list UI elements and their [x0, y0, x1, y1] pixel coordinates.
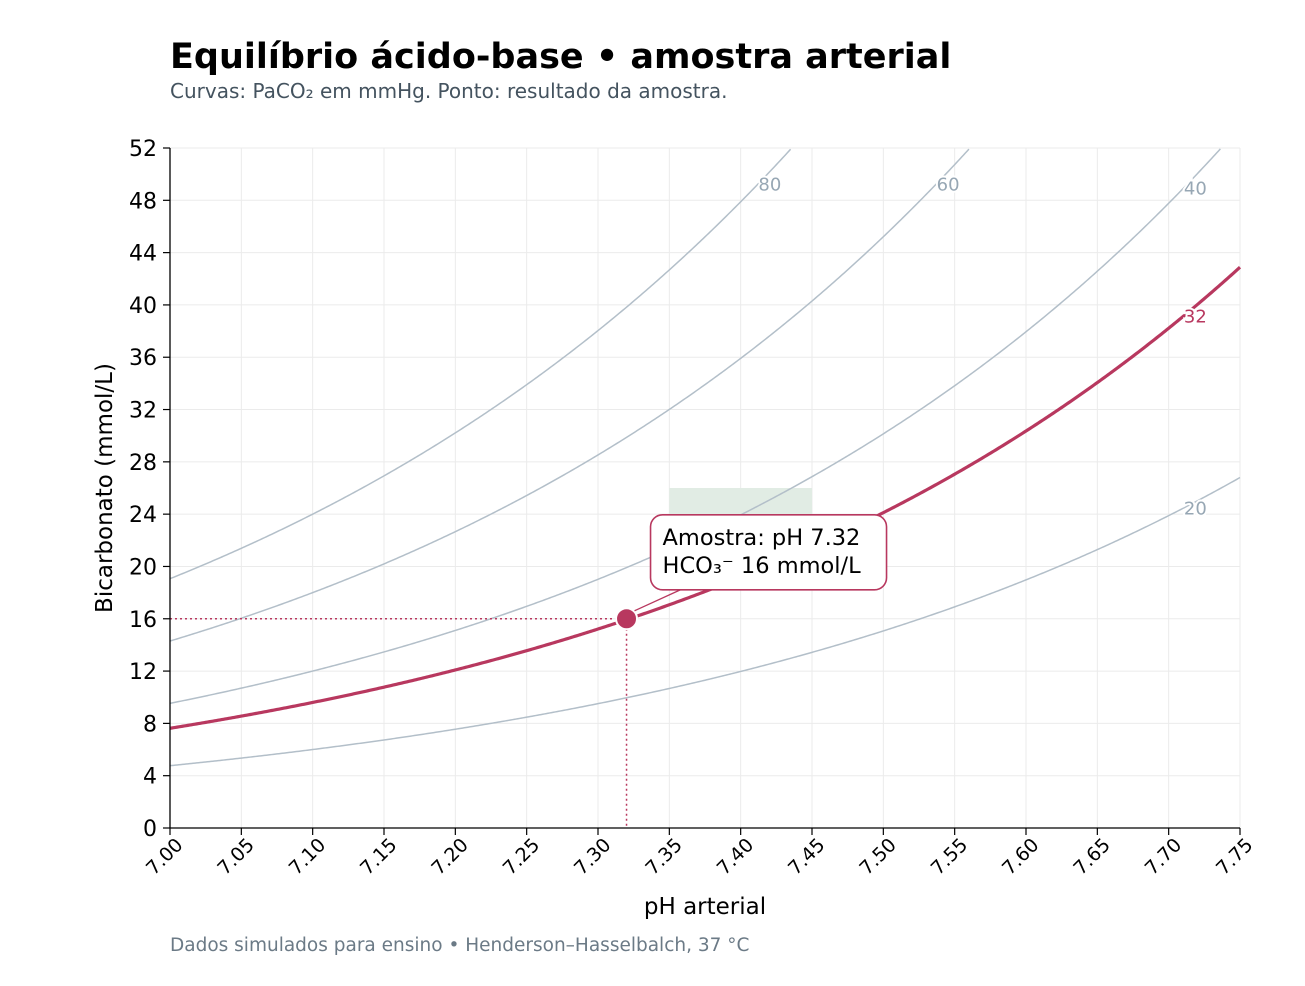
x-tick-label: 7.05: [213, 834, 258, 879]
x-tick-label: 7.75: [1212, 834, 1257, 879]
chart-subtitle: Curvas: PaCO₂ em mmHg. Ponto: resultado …: [170, 79, 727, 103]
isopleth-label-60: 60: [937, 175, 960, 196]
x-tick-label: 7.40: [713, 834, 758, 879]
chart-title: Equilíbrio ácido-base • amostra arterial: [170, 37, 951, 77]
isopleth-60: [169, 148, 970, 642]
x-tick-label: 7.50: [855, 834, 900, 879]
isopleth-label-20: 20: [1184, 498, 1207, 519]
y-tick-label: 20: [129, 555, 157, 580]
y-tick-label: 52: [129, 137, 157, 162]
isopleth-labels: 80 60 40 32 20: [756, 173, 1208, 522]
x-tick-label: 7.25: [499, 834, 544, 879]
sample-point: [615, 607, 639, 631]
annotation-ph: Amostra: pH 7.32: [663, 525, 861, 551]
isopleth-32: [169, 266, 1242, 730]
x-ticks: 7.00 7.05 7.10 7.15 7.20 7.25 7.30 7.35 7.40 7.45…: [142, 828, 1257, 879]
x-tick-label: 7.55: [927, 834, 972, 879]
isopleth-40: [169, 148, 1221, 705]
y-tick-label: 48: [129, 189, 157, 214]
chart-footer: Dados simulados para ensino • Henderson–…: [170, 935, 749, 956]
x-tick-label: 7.20: [427, 834, 472, 879]
x-tick-label: 7.30: [570, 834, 615, 879]
y-tick-label: 28: [129, 451, 157, 476]
sample-annotation: Amostra: pH 7.32 HCO₃⁻ 16 mmol/L: [634, 513, 888, 612]
x-tick-label: 7.60: [998, 834, 1043, 879]
annotation-hco3: HCO₃⁻ 16 mmol/L: [663, 553, 862, 579]
y-tick-label: 16: [129, 608, 157, 633]
x-tick-label: 7.35: [641, 834, 686, 879]
isopleth-label-40: 40: [1184, 179, 1207, 200]
y-tick-label: 44: [129, 242, 157, 267]
isopleth-label-80: 80: [758, 175, 781, 196]
y-tick-label: 4: [143, 765, 157, 790]
sample-guides: [170, 618, 628, 828]
x-tick-label: 7.70: [1141, 834, 1186, 879]
x-tick-label: 7.45: [784, 834, 829, 879]
sample-layer: [615, 607, 639, 631]
y-tick-label: 36: [129, 346, 157, 371]
y-tick-label: 0: [143, 817, 157, 842]
grid: [169, 147, 1241, 829]
y-axis-label: Bicarbonato (mmol/L): [92, 363, 118, 613]
y-tick-label: 40: [129, 294, 157, 319]
y-tick-label: 32: [129, 399, 157, 424]
isopleth-label-32: 32: [1184, 307, 1207, 328]
annotation-connector: [634, 589, 681, 612]
y-tick-label: 8: [143, 712, 157, 737]
x-tick-label: 7.10: [285, 834, 330, 879]
isopleth-curves: [169, 148, 1242, 767]
axes: [169, 148, 1240, 829]
y-tick-label: 24: [129, 503, 157, 528]
x-axis-label: pH arterial: [644, 894, 766, 920]
annotation-box: [649, 513, 888, 591]
x-tick-label: 7.15: [356, 834, 401, 879]
isopleth-20: [169, 476, 1241, 767]
x-tick-label: 7.65: [1069, 834, 1114, 879]
y-tick-label: 12: [129, 660, 157, 685]
isopleth-80: [169, 148, 792, 580]
